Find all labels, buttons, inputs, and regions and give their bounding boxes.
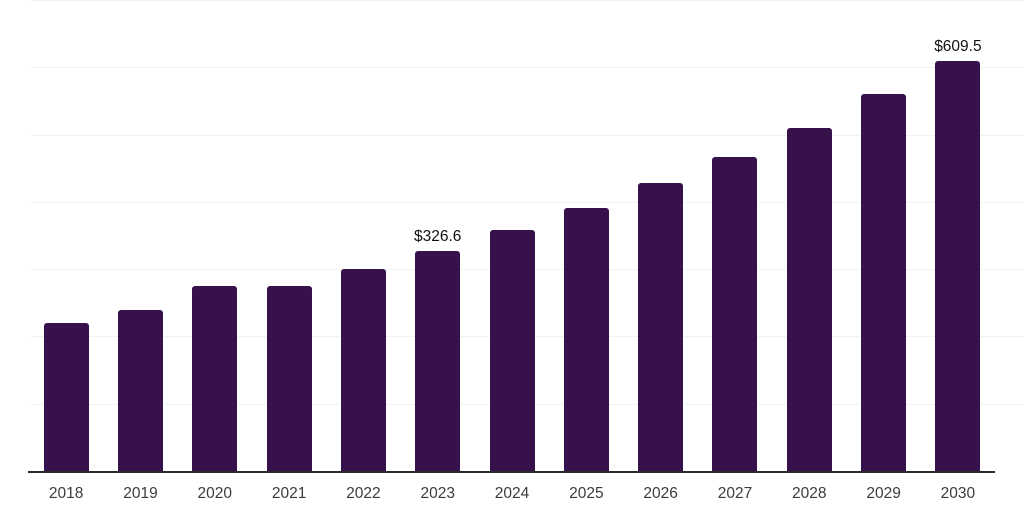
bar-group-2028	[772, 0, 846, 471]
x-axis-labels: 2018 2019 2020 2021 2022 2023 2024 2025 2026 2027…	[29, 485, 995, 503]
bar-group-2026	[624, 0, 698, 471]
bar-group-2022	[326, 0, 400, 471]
bar-2021	[266, 285, 312, 471]
bar-2027	[712, 156, 758, 471]
bar-group-2020	[178, 0, 252, 471]
x-tick-label-2020: 2020	[197, 485, 233, 502]
gridline	[30, 201, 1024, 203]
bar-2025	[563, 207, 609, 471]
bar-group-2021	[252, 0, 326, 471]
x-tick-label-2026: 2026	[643, 485, 678, 502]
bar-group-2025	[549, 0, 623, 471]
x-axis-line	[28, 471, 995, 473]
bar-group-2030: $609.5	[921, 0, 995, 471]
bar-2029	[861, 94, 907, 471]
x-tick-label-2030: 2030	[940, 485, 976, 502]
x-tick-label-2027: 2027	[717, 485, 753, 502]
x-tick-label-2024: 2024	[494, 485, 530, 502]
bar-group-2019	[103, 0, 177, 471]
gridline	[30, 0, 1024, 1]
bar-value-label-2030: $609.5	[934, 37, 982, 55]
bar-2023	[415, 251, 461, 471]
bars: $326.6 $609.5	[29, 0, 995, 471]
x-tick-label-2023: 2023	[420, 485, 455, 502]
bar-2019	[117, 309, 163, 471]
bar-group-2024	[475, 0, 549, 471]
bar-2030	[935, 60, 981, 471]
x-tick-label-2018: 2018	[48, 485, 84, 502]
bar-group-2029	[846, 0, 920, 471]
bar-2026	[638, 183, 684, 471]
bar-value-label-2023: $326.6	[414, 228, 462, 246]
gridline	[30, 67, 1024, 69]
bar-2022	[340, 268, 386, 471]
x-tick-label-2021: 2021	[271, 485, 307, 502]
bar-group-2018	[29, 0, 103, 471]
bar-group-2023: $326.6	[401, 0, 475, 471]
x-tick-label-2028: 2028	[792, 485, 827, 502]
x-tick-label-2019: 2019	[123, 485, 158, 502]
bar-2024	[489, 230, 535, 471]
x-tick-label-2025: 2025	[569, 485, 604, 502]
bar-2020	[192, 285, 238, 471]
x-tick-label-2022: 2022	[346, 485, 381, 502]
bar-2028	[786, 127, 832, 471]
bar-2018	[43, 322, 89, 471]
gridline	[30, 134, 1024, 136]
bar-group-2027	[698, 0, 772, 471]
x-tick-label-2029: 2029	[866, 485, 901, 502]
